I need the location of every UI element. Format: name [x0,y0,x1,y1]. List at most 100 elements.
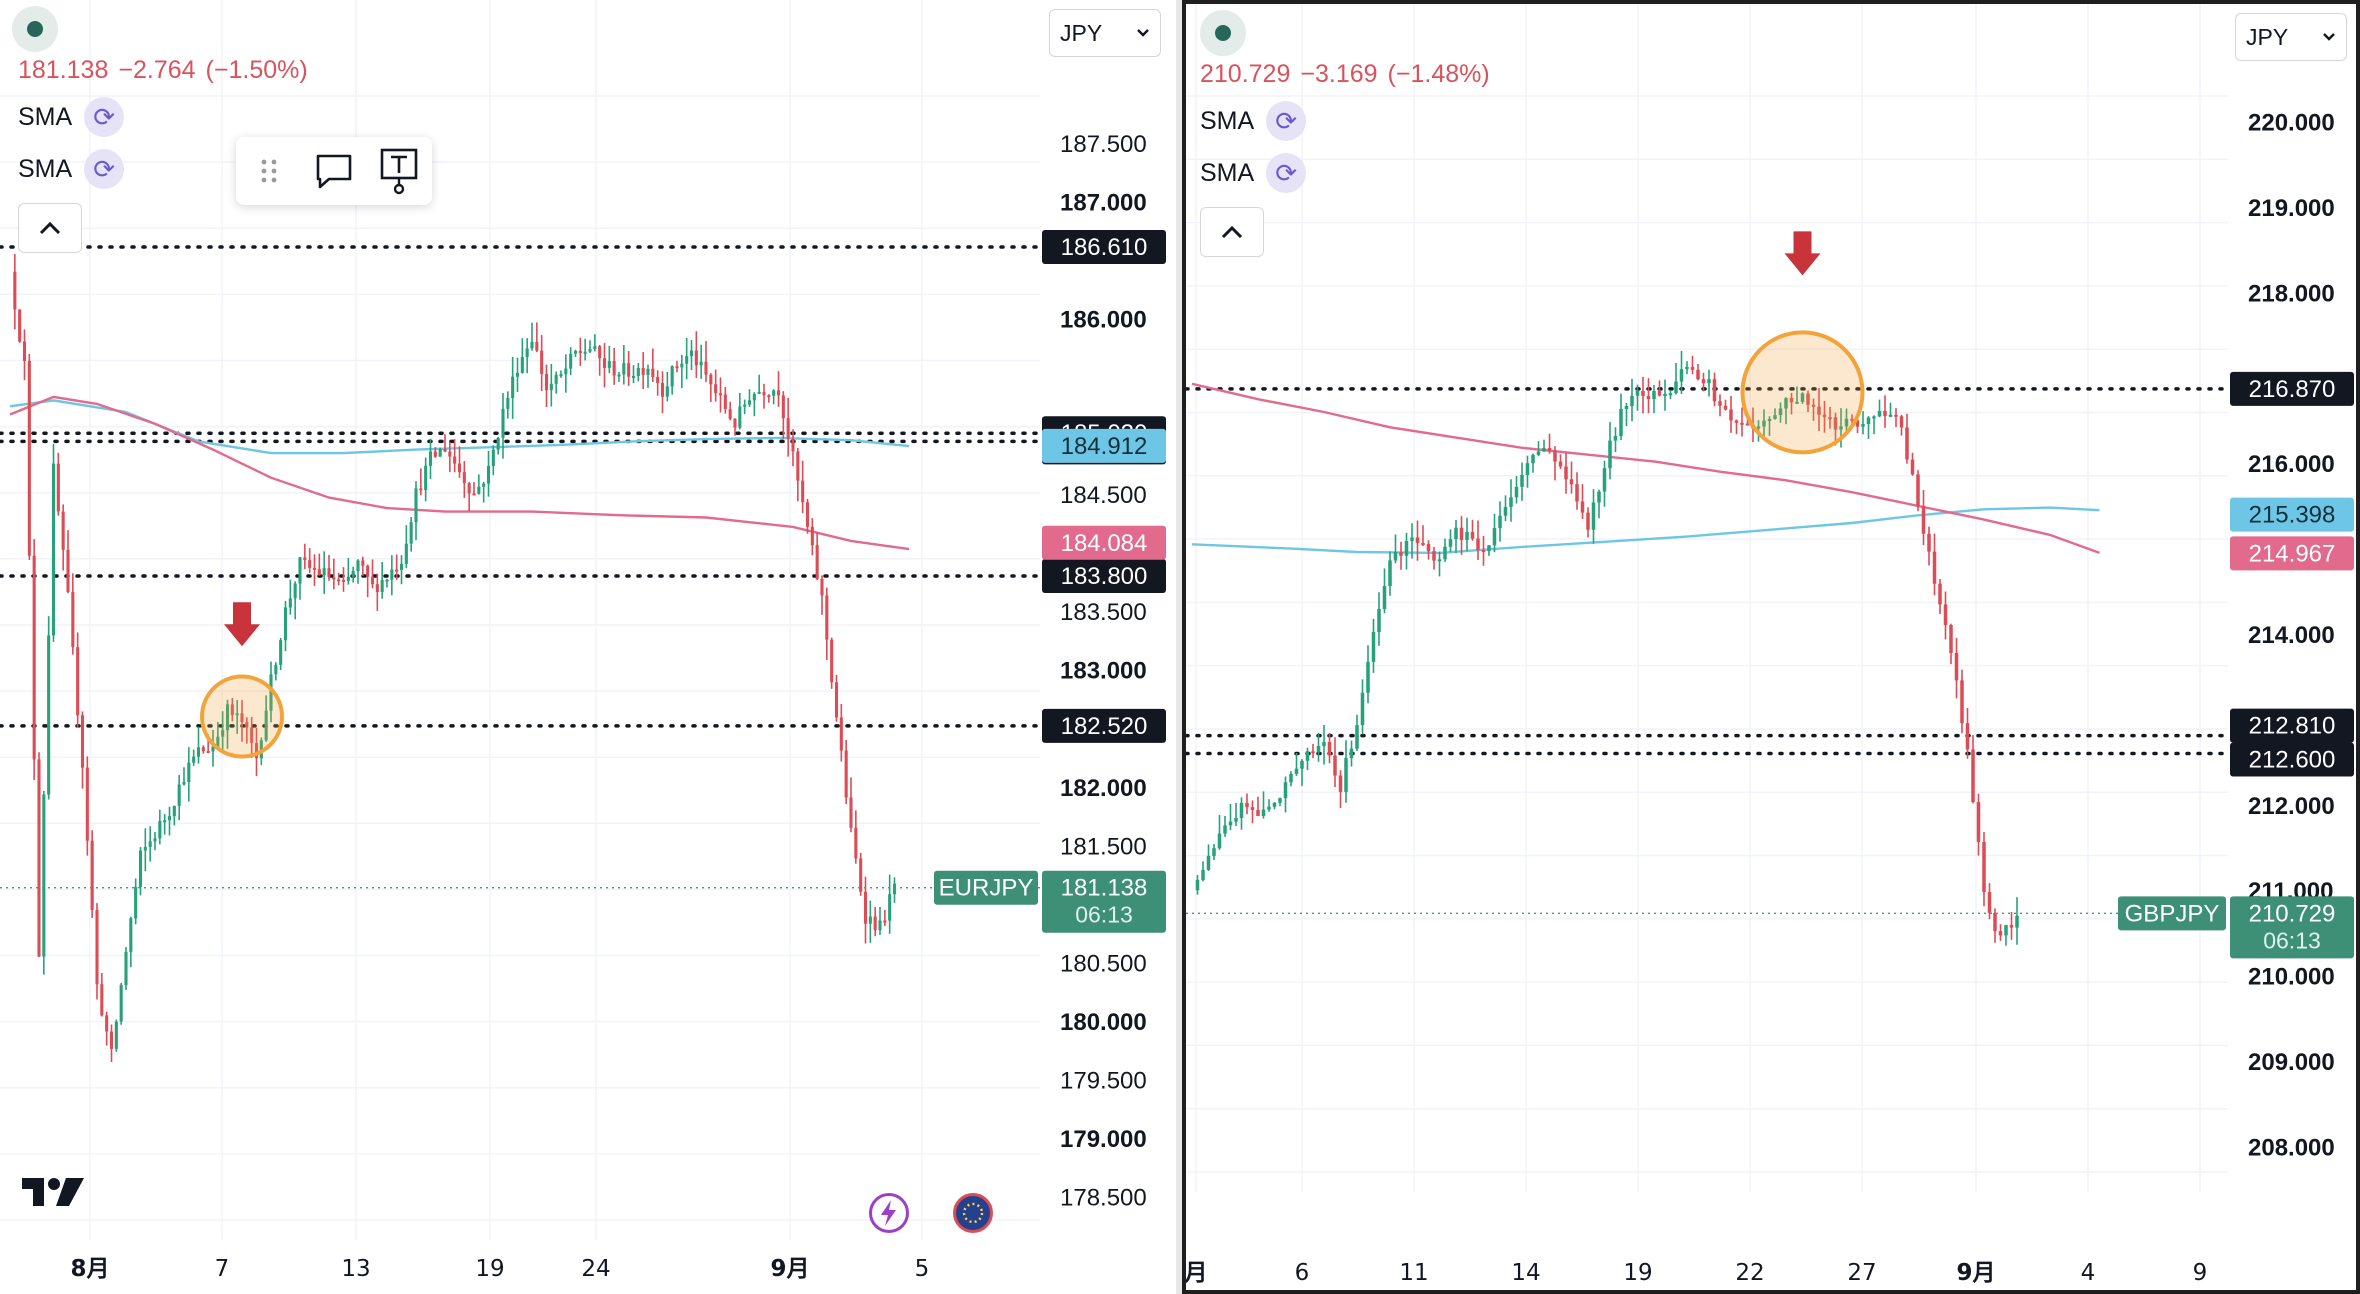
candle-body [395,569,399,572]
candle-body [1982,842,1986,893]
text-tool-icon[interactable] [377,148,421,195]
candle-body [631,375,636,378]
candle-body [805,502,810,527]
lightning-icon[interactable] [869,1193,909,1233]
candle-body [612,361,616,376]
candle-body [1569,479,1574,485]
gbpjpy-chart-canvas[interactable]: 220.000 219.000 218.000 216.000 214.000 212.0… [1186,4,2356,1290]
candle-body [129,918,133,952]
sma-slow-line [1191,382,2100,555]
candle-body [482,483,486,487]
refresh-icon[interactable]: ⟳ [84,97,125,137]
candle-body [457,463,462,473]
candle-body [1674,381,1678,394]
candle-body [472,493,476,496]
down-arrow-marker [1784,231,1821,276]
level-price-badge-bg [2230,742,2354,777]
eurjpy-chart-canvas[interactable]: 187.500 187.000 186.000 184.500 183.500 183.0… [0,0,1176,1294]
eu-flag-icon[interactable] [953,1193,993,1233]
indicator-label: SMA [18,154,73,183]
candle-body [1393,552,1398,561]
candle-body [409,522,413,544]
sma-fast-line [1191,506,2100,555]
tradingview-logo-icon[interactable] [22,1176,86,1208]
candle-body [1470,531,1475,539]
indicator-row-2[interactable]: SMA ⟳ [1200,153,1307,193]
candle-body [1729,409,1733,421]
candle-body [1932,551,1937,584]
market-status-icon[interactable] [12,6,58,52]
refresh-icon[interactable]: ⟳ [84,149,125,189]
candle-body [1960,680,1964,724]
y-tick-label: 186.000 [1060,306,1147,333]
candle-body [1833,417,1838,430]
candle-body [530,341,534,349]
candle-body [878,920,882,931]
candle-body [1206,855,1211,870]
candle-body [56,463,60,512]
y-tick-label: 178.500 [1060,1185,1147,1212]
indicator-row-1[interactable]: SMA ⟳ [1200,101,1307,141]
candle-body [1828,417,1832,420]
quote-line: 210.729 −3.169 (−1.48%) [1200,60,1500,89]
candle-body [762,392,766,396]
refresh-icon[interactable]: ⟳ [1266,153,1307,193]
candle-body [1877,411,1882,417]
candle-body [1542,447,1546,452]
chart-panel-gbpjpy[interactable]: 220.000 219.000 218.000 216.000 214.000 212.0… [1182,0,2360,1294]
y-tick-label: 210.000 [2248,964,2335,991]
candle-body [873,916,877,931]
floating-drawing-toolbar[interactable] [236,137,432,205]
candle-body [689,350,694,357]
drag-handle-icon[interactable] [247,149,291,193]
candle-body [660,383,665,397]
candle-body [192,756,196,763]
currency-select[interactable]: JPY [2235,13,2347,61]
refresh-icon[interactable]: ⟳ [1266,101,1307,141]
candle-body [211,746,215,752]
candle-body [269,674,273,711]
candle-body [13,271,17,310]
market-status-icon[interactable] [1200,10,1246,56]
comment-icon[interactable] [312,149,356,193]
candle-body [42,794,46,957]
chart-panel-eurjpy[interactable]: 187.500 187.000 186.000 184.500 183.500 183.0… [0,0,1176,1294]
candle-body [341,579,346,582]
indicator-row-1[interactable]: SMA ⟳ [18,97,125,137]
candle-body [1762,420,1766,427]
candle-body [467,483,471,494]
candle-body [404,543,408,564]
candle-body [322,568,326,576]
y-tick-label: 218.000 [2248,280,2335,307]
candle-body [124,951,128,985]
candle-body [598,346,602,359]
candle-body [564,368,568,375]
candle-body [670,366,674,387]
price-change-pct: (−1.50%) [205,56,308,84]
panel-divider[interactable] [1176,0,1182,1294]
candle-body [776,390,781,396]
y-tick-label: 214.000 [2248,622,2335,649]
candle-body [177,784,181,806]
collapse-legend-button[interactable] [1200,207,1264,257]
candle-body [221,730,225,737]
sma-slow-badge-bg [2230,536,2354,571]
candle-body [1316,746,1321,753]
candle-body [274,664,278,675]
candle-body [786,418,790,439]
indicator-row-2[interactable]: SMA ⟳ [18,149,125,189]
last-price-badge-bg [2230,896,2354,959]
currency-select[interactable]: JPY [1049,9,1161,57]
candle-body [1976,802,1981,843]
collapse-legend-button[interactable] [18,203,82,253]
y-tick-label: 183.500 [1060,599,1147,626]
candle-body [1300,760,1304,769]
x-tick-label: 14 [1511,1260,1540,1286]
candle-body [196,747,201,757]
candle-body [888,894,892,921]
candle-body [627,363,631,377]
candle-body [491,449,495,467]
candle-body [279,640,283,665]
candle-body [1426,543,1431,552]
candle-body [1580,501,1585,513]
